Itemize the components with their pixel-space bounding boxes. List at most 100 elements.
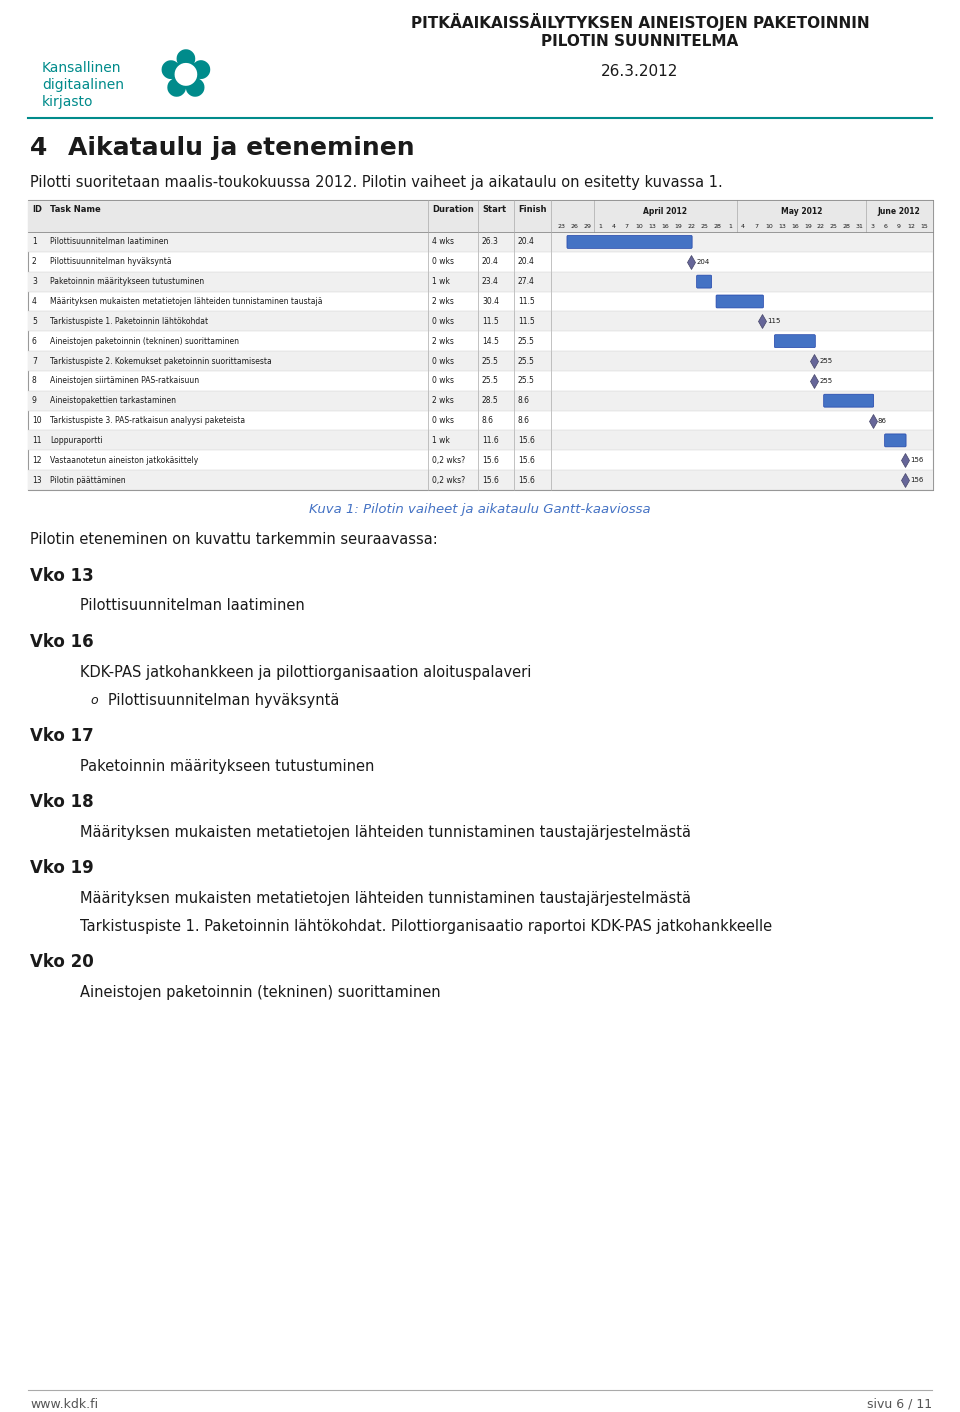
Text: PILOTIN SUUNNITELMA: PILOTIN SUUNNITELMA xyxy=(541,34,738,49)
Text: 1: 1 xyxy=(728,223,732,229)
FancyBboxPatch shape xyxy=(28,201,933,490)
Text: Aineistojen paketoinnin (tekninen) suorittaminen: Aineistojen paketoinnin (tekninen) suori… xyxy=(80,984,441,1000)
Text: 156: 156 xyxy=(910,457,924,463)
Text: 20.4: 20.4 xyxy=(518,237,535,247)
Text: 28.5: 28.5 xyxy=(482,397,499,405)
FancyBboxPatch shape xyxy=(824,394,874,407)
Text: 25.5: 25.5 xyxy=(518,356,535,366)
Text: 1: 1 xyxy=(32,237,36,247)
Text: 86: 86 xyxy=(877,418,887,424)
Text: 19: 19 xyxy=(674,223,683,229)
FancyBboxPatch shape xyxy=(884,433,906,446)
Text: 26: 26 xyxy=(570,223,578,229)
Text: 23: 23 xyxy=(558,223,565,229)
Text: 11.5: 11.5 xyxy=(482,316,499,326)
Text: 10: 10 xyxy=(636,223,643,229)
Text: 2 wks: 2 wks xyxy=(432,336,454,346)
Text: 12: 12 xyxy=(907,223,916,229)
Text: 15: 15 xyxy=(921,223,928,229)
Text: PITKÄAIKAISSÄILYTYKSEN AINEISTOJEN PAKETOINNIN: PITKÄAIKAISSÄILYTYKSEN AINEISTOJEN PAKET… xyxy=(411,13,870,31)
Text: 31: 31 xyxy=(855,223,864,229)
Text: 15.6: 15.6 xyxy=(482,456,499,465)
FancyBboxPatch shape xyxy=(28,201,933,232)
Text: Kansallinen: Kansallinen xyxy=(42,61,122,75)
Text: Paketoinnin määritykseen tutustuminen: Paketoinnin määritykseen tutustuminen xyxy=(50,277,204,287)
FancyBboxPatch shape xyxy=(567,236,692,249)
Text: Pilotin päättäminen: Pilotin päättäminen xyxy=(50,476,126,484)
Text: 10: 10 xyxy=(765,223,773,229)
Text: 15.6: 15.6 xyxy=(518,456,535,465)
Text: 20.4: 20.4 xyxy=(518,257,535,267)
Text: 8: 8 xyxy=(32,377,36,385)
Text: Vko 20: Vko 20 xyxy=(30,953,94,971)
FancyBboxPatch shape xyxy=(28,352,933,371)
Text: 28: 28 xyxy=(713,223,721,229)
Text: June 2012: June 2012 xyxy=(877,206,920,216)
Text: 2: 2 xyxy=(32,257,36,267)
Text: Duration: Duration xyxy=(432,205,473,213)
Text: 23.4: 23.4 xyxy=(482,277,499,287)
Text: 255: 255 xyxy=(819,378,832,384)
Text: 6: 6 xyxy=(32,336,36,346)
Text: 4 wks: 4 wks xyxy=(432,237,454,247)
Text: Tarkistuspiste 3. PAS-ratkaisun analyysi paketeista: Tarkistuspiste 3. PAS-ratkaisun analyysi… xyxy=(50,417,245,425)
Text: 156: 156 xyxy=(910,477,924,483)
Text: Task Name: Task Name xyxy=(50,205,101,213)
Text: 4: 4 xyxy=(741,223,745,229)
Text: 26.3.2012: 26.3.2012 xyxy=(601,65,679,79)
Text: 3: 3 xyxy=(871,223,875,229)
Text: 4: 4 xyxy=(32,297,36,306)
Text: Vko 18: Vko 18 xyxy=(30,794,94,810)
Text: 20.4: 20.4 xyxy=(482,257,499,267)
Text: 115: 115 xyxy=(767,318,780,325)
Text: Vko 19: Vko 19 xyxy=(30,858,94,877)
Text: 0,2 wks?: 0,2 wks? xyxy=(432,456,466,465)
Text: Pilottisuunnitelman hyväksyntä: Pilottisuunnitelman hyväksyntä xyxy=(108,692,340,707)
Text: Pilotin eteneminen on kuvattu tarkemmin seuraavassa:: Pilotin eteneminen on kuvattu tarkemmin … xyxy=(30,532,438,548)
Text: 29: 29 xyxy=(584,223,591,229)
Text: 25.5: 25.5 xyxy=(518,336,535,346)
Text: 30.4: 30.4 xyxy=(482,297,499,306)
Text: Start: Start xyxy=(482,205,506,213)
Text: April 2012: April 2012 xyxy=(643,206,687,216)
Text: 25: 25 xyxy=(829,223,838,229)
FancyBboxPatch shape xyxy=(775,335,815,347)
FancyBboxPatch shape xyxy=(28,271,933,291)
Text: KDK-PAS jatkohankkeen ja pilottiorganisaation aloituspalaveri: KDK-PAS jatkohankkeen ja pilottiorganisa… xyxy=(80,665,532,679)
Text: 0 wks: 0 wks xyxy=(432,257,454,267)
Text: Aineistojen paketoinnin (tekninen) suorittaminen: Aineistojen paketoinnin (tekninen) suori… xyxy=(50,336,239,346)
Text: 10: 10 xyxy=(32,417,41,425)
FancyBboxPatch shape xyxy=(716,295,763,308)
Text: 1 wk: 1 wk xyxy=(432,277,450,287)
Text: o: o xyxy=(90,693,98,706)
Text: 0,2 wks?: 0,2 wks? xyxy=(432,476,466,484)
Text: 22: 22 xyxy=(687,223,695,229)
Text: 2 wks: 2 wks xyxy=(432,397,454,405)
Text: kirjasto: kirjasto xyxy=(42,95,93,109)
Text: 15.6: 15.6 xyxy=(518,436,535,445)
Text: 11.6: 11.6 xyxy=(482,436,499,445)
Text: Aineistopakettien tarkastaminen: Aineistopakettien tarkastaminen xyxy=(50,397,176,405)
Text: 4: 4 xyxy=(612,223,615,229)
Text: 13: 13 xyxy=(32,476,41,484)
Text: 6: 6 xyxy=(884,223,888,229)
Text: ✿: ✿ xyxy=(157,45,213,112)
Text: sivu 6 / 11: sivu 6 / 11 xyxy=(867,1398,932,1411)
Text: Loppuraportti: Loppuraportti xyxy=(50,436,103,445)
FancyBboxPatch shape xyxy=(28,232,933,251)
Text: 25: 25 xyxy=(700,223,708,229)
Text: 204: 204 xyxy=(696,258,709,265)
Text: 7: 7 xyxy=(754,223,758,229)
Text: 12: 12 xyxy=(32,456,41,465)
Text: 0 wks: 0 wks xyxy=(432,316,454,326)
Text: Aineistojen siirtäminen PAS-ratkaisuun: Aineistojen siirtäminen PAS-ratkaisuun xyxy=(50,377,199,385)
FancyBboxPatch shape xyxy=(28,391,933,411)
FancyBboxPatch shape xyxy=(697,275,711,288)
Text: Aikataulu ja eteneminen: Aikataulu ja eteneminen xyxy=(68,136,415,160)
Text: 0 wks: 0 wks xyxy=(432,356,454,366)
Text: 1: 1 xyxy=(598,223,602,229)
Text: 25.5: 25.5 xyxy=(482,356,499,366)
Text: 22: 22 xyxy=(817,223,825,229)
Text: Tarkistuspiste 1. Paketoinnin lähtökohdat: Tarkistuspiste 1. Paketoinnin lähtökohda… xyxy=(50,316,208,326)
Text: 27.4: 27.4 xyxy=(518,277,535,287)
